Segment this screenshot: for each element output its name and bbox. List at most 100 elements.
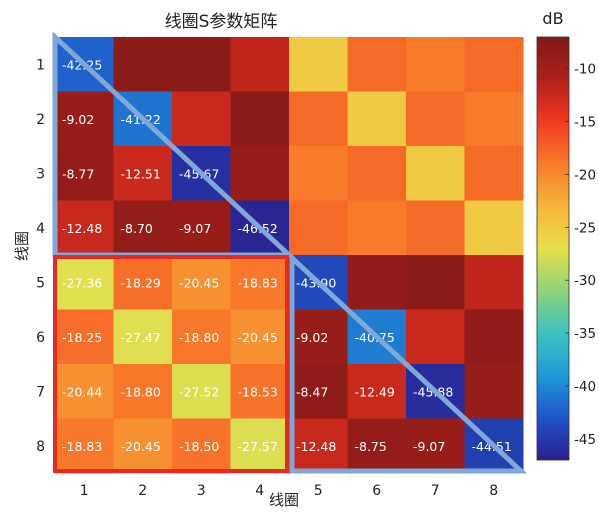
heatmap-cell [289, 146, 348, 201]
cell-value-label: -18.53 [238, 384, 278, 399]
heatmap-cell [289, 418, 348, 474]
heatmap-cell [347, 255, 407, 310]
cell-value-label: -9.07 [413, 439, 445, 454]
heatmap-cell [464, 37, 524, 92]
heatmap-cell [406, 91, 465, 147]
heatmap-cell [406, 255, 465, 310]
heatmap-cell [406, 146, 465, 201]
heatmap-cell [230, 91, 290, 147]
y-tick-label: 6 [36, 330, 45, 346]
heatmap-cell [55, 146, 114, 201]
y-tick-label: 3 [36, 166, 45, 182]
heatmap-cell [230, 418, 290, 474]
x-axis-label: 线圈 [269, 491, 299, 509]
cell-value-label: -18.29 [121, 275, 161, 290]
heatmap-cell [464, 91, 524, 147]
heatmap-cell [464, 364, 524, 419]
heatmap-cell [230, 309, 290, 365]
cell-value-label: -20.45 [238, 330, 278, 345]
x-tick-label: 3 [197, 483, 206, 499]
heatmap-cell [230, 146, 290, 201]
heatmap-cell [289, 91, 348, 147]
x-axis-ticks: 1 2 3 4 5 6 7 8 [80, 483, 498, 499]
x-tick-label: 7 [431, 483, 440, 499]
heatmap-cell [347, 418, 407, 474]
heatmap-cell [230, 255, 290, 310]
heatmap-cell [172, 91, 231, 147]
colorbar-tick-label: -25 [574, 220, 596, 236]
heatmap-cell [172, 309, 231, 365]
y-tick-label: 8 [36, 439, 45, 455]
heatmap-cell [406, 309, 465, 365]
heatmap-cell [464, 309, 524, 365]
heatmap-cell [289, 200, 348, 256]
heatmap-cell [113, 418, 173, 474]
colorbar-tick-label: -35 [574, 326, 596, 342]
heatmap-cell-labels: -42.25-9.02 -41.22-8.77 -12.51 -45.67-12.48… [62, 57, 512, 454]
heatmap-cell [55, 418, 114, 474]
heatmap-cell [406, 200, 465, 256]
heatmap-cell [55, 200, 114, 256]
cell-value-label: -18.83 [238, 275, 278, 290]
annotation-overlays [52, 31, 528, 474]
colorbar-tick-label: -20 [574, 167, 596, 183]
y-tick-label: 1 [36, 57, 45, 73]
heatmap-cell [230, 364, 290, 419]
cell-value-label: -12.48 [62, 221, 102, 236]
heatmap-cell [406, 37, 465, 92]
cell-value-label: -8.47 [296, 384, 328, 399]
colorbar-tick-label: -30 [574, 273, 596, 289]
heatmap-cell [55, 255, 114, 310]
cell-value-label: -9.02 [62, 112, 94, 127]
heatmap-cell [347, 91, 407, 147]
x-tick-label: 1 [80, 483, 89, 499]
heatmap-cell [464, 200, 524, 256]
cell-value-label: -12.48 [296, 439, 336, 454]
cell-value-label: -18.50 [179, 439, 219, 454]
heatmap-cell [347, 37, 407, 92]
heatmap-cell [172, 364, 231, 419]
cell-value-label: -27.57 [238, 439, 278, 454]
x-tick-label: 6 [372, 483, 381, 499]
colorbar-gradient [536, 36, 570, 461]
y-tick-label: 5 [36, 275, 45, 291]
heatmap-cell [464, 146, 524, 201]
cell-value-label: -20.45 [121, 439, 161, 454]
cell-value-label: -8.77 [62, 166, 94, 181]
cell-value-label: -18.83 [62, 439, 102, 454]
heatmap-cell [55, 91, 114, 147]
y-tick-label: 4 [36, 221, 45, 237]
heatmap-cell [172, 418, 231, 474]
heatmap-cell [113, 364, 173, 419]
heatmap-cell [172, 200, 231, 256]
x-tick-label: 8 [489, 483, 498, 499]
cell-value-label: -27.52 [179, 384, 219, 399]
colorbar-label: dB [542, 9, 563, 28]
colorbar-tick-label: -45 [574, 432, 596, 448]
heatmap-cell [172, 37, 231, 92]
heatmap-cell [55, 364, 114, 419]
y-axis-label: 线圈 [13, 231, 31, 261]
heatmap-cell [289, 364, 348, 419]
heatmap-cell [230, 37, 290, 92]
cell-value-label: -12.51 [121, 166, 161, 181]
chart-title: 线圈S参数矩阵 [165, 12, 278, 32]
heatmap-cell [347, 146, 407, 201]
heatmap-cell [289, 309, 348, 365]
heatmap-cell [406, 418, 465, 474]
y-axis-ticks: 1 2 3 4 5 6 7 8 [36, 57, 45, 455]
heatmap-cell [347, 200, 407, 256]
y-tick-label: 2 [36, 112, 45, 128]
cell-value-label: -12.49 [355, 384, 395, 399]
cell-value-label: -9.07 [179, 221, 211, 236]
cell-value-label: -20.45 [179, 275, 219, 290]
cell-value-label: -18.80 [179, 330, 219, 345]
cell-value-label: -20.44 [62, 384, 102, 399]
heatmap-cell [55, 309, 114, 365]
heatmap-cell [113, 37, 173, 92]
heatmap-cell [113, 200, 173, 256]
colorbar: -10 -15 -20 -25 -30 -35 -40 -45 [536, 36, 596, 461]
y-tick-label: 7 [36, 384, 45, 400]
x-tick-label: 2 [138, 483, 147, 499]
